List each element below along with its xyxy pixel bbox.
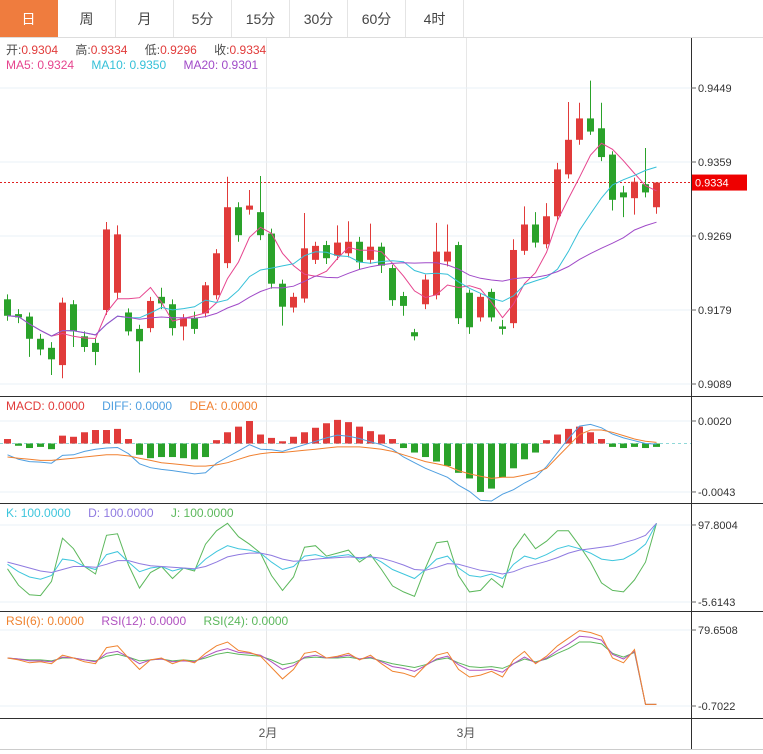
candle-down: [4, 299, 11, 316]
candle-up: [147, 300, 154, 329]
candle-up: [103, 229, 110, 311]
candle-down: [642, 184, 649, 193]
axis-tick-label: -0.7022: [698, 701, 735, 713]
price-badge: 0.9334: [692, 174, 747, 191]
candle-up: [653, 182, 660, 208]
candle-up: [631, 181, 638, 199]
candle-down: [279, 283, 286, 307]
candle-up: [367, 246, 374, 260]
candle-up: [565, 139, 572, 175]
axis-tick-label: -5.6143: [698, 597, 735, 609]
candle-up: [543, 216, 550, 245]
candle-down: [268, 233, 275, 284]
tab-5min[interactable]: 5分: [174, 0, 232, 37]
candle-up: [202, 285, 209, 314]
candle-down: [400, 296, 407, 306]
tab-day[interactable]: 日: [0, 0, 58, 37]
candle-down: [81, 336, 88, 348]
candles: [4, 80, 660, 379]
candle-up: [422, 279, 429, 305]
candle-up: [301, 248, 308, 299]
candle-up: [290, 296, 297, 308]
candle-up: [477, 296, 484, 318]
tab-60min[interactable]: 60分: [348, 0, 406, 37]
candle-down: [70, 304, 77, 332]
tab-15min[interactable]: 15分: [232, 0, 290, 37]
axis-tick-label: 97.8004: [698, 520, 738, 532]
date-label: 2月: [259, 726, 278, 740]
candle-down: [125, 312, 132, 332]
tab-4hour[interactable]: 4时: [406, 0, 464, 37]
axis-tick-label: 0.9089: [698, 379, 732, 391]
candle-down: [136, 328, 143, 342]
candle-down: [26, 316, 33, 339]
candle-up: [521, 224, 528, 251]
axis-tick-label: -0.0043: [698, 487, 735, 499]
candle-down: [235, 207, 242, 236]
candle-down: [609, 154, 616, 200]
candle-up: [554, 169, 561, 217]
axis-tick-label: 0.9179: [698, 305, 732, 317]
panel-frame: [0, 38, 763, 750]
candle-up: [510, 249, 517, 324]
axis-tick-label: 0.9269: [698, 231, 732, 243]
candle-down: [48, 347, 55, 360]
axis-tick-label: 0.9359: [698, 157, 732, 169]
gridlines: [0, 38, 691, 750]
candle-down: [620, 192, 627, 198]
candle-down: [532, 224, 539, 243]
candle-up: [224, 207, 231, 264]
kdj-panel: [7, 522, 657, 597]
candle-down: [466, 292, 473, 328]
candle-up: [246, 205, 253, 210]
candle-down: [356, 241, 363, 263]
candle-down: [389, 268, 396, 301]
candle-up: [444, 251, 451, 262]
tab-30min[interactable]: 30分: [290, 0, 348, 37]
macd-panel: [4, 419, 660, 502]
candle-down: [411, 332, 418, 337]
chart-canvas[interactable]: 0.9449 0.9359 0.9269 0.9179 0.9089 0.0020 -0.0…: [0, 38, 763, 750]
candle-up: [213, 253, 220, 296]
date-label: 3月: [457, 726, 476, 740]
candle-up: [576, 118, 583, 140]
ma-lines: [7, 142, 657, 340]
period-tabbar: 日 周 月 5分 15分 30分 60分 4时: [0, 0, 763, 38]
axis-tick-label: 0.0020: [698, 416, 732, 428]
candle-down: [37, 338, 44, 350]
candle-down: [169, 304, 176, 329]
axis-labels: 0.9449 0.9359 0.9269 0.9179 0.9089 0.0020 -0.0…: [259, 83, 738, 740]
tab-week[interactable]: 周: [58, 0, 116, 37]
candle-up: [334, 242, 341, 256]
candle-down: [499, 326, 506, 329]
candle-down: [323, 245, 330, 259]
axis-tick-label: 79.6508: [698, 625, 738, 637]
candle-down: [191, 318, 198, 329]
candle-down: [587, 118, 594, 132]
candle-down: [92, 342, 99, 352]
candle-down: [15, 314, 22, 318]
chart-area[interactable]: 0.9449 0.9359 0.9269 0.9179 0.9089 0.0020 -0.0…: [0, 38, 763, 750]
candle-up: [114, 234, 121, 293]
axis-tick-label: 0.9449: [698, 83, 732, 95]
candle-down: [158, 296, 165, 304]
candle-up: [180, 318, 187, 327]
candle-down: [257, 212, 264, 236]
candle-down: [378, 246, 385, 266]
candle-up: [312, 245, 319, 260]
candle-down: [598, 128, 605, 158]
price-badge-value: 0.9334: [695, 178, 729, 190]
tab-month[interactable]: 月: [116, 0, 174, 37]
candle-down: [488, 291, 495, 318]
rsi-panel: [7, 630, 657, 705]
